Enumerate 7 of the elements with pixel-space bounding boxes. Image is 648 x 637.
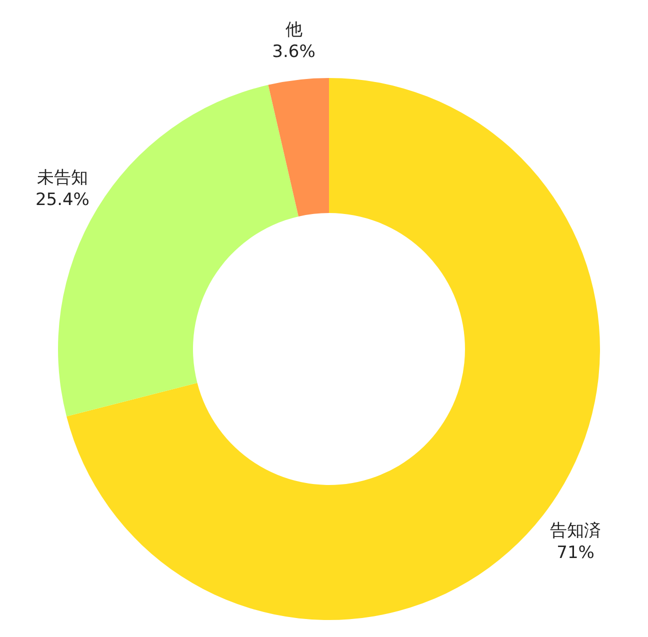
- data-label: 25.4%: [35, 190, 90, 210]
- slice-label: 告知済: [550, 521, 602, 542]
- data-label: 71%: [556, 543, 594, 564]
- donut-slice: [268, 78, 329, 216]
- data-label: 3.6%: [272, 42, 316, 62]
- slice-label: 未告知: [36, 168, 88, 188]
- slice-label: 他: [285, 20, 302, 40]
